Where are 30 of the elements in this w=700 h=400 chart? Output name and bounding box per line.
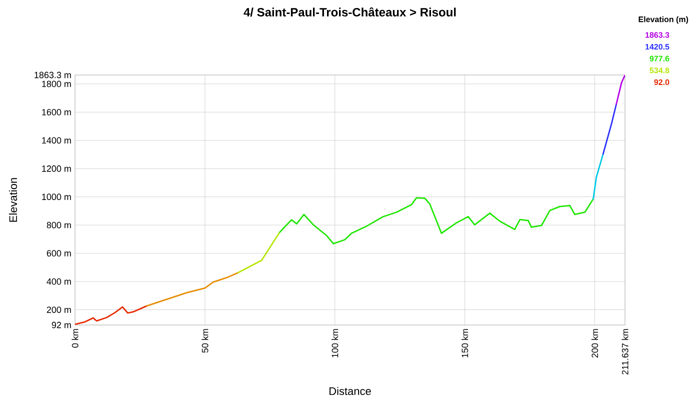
y-tick-label: 400 m [46,278,71,285]
y-tick-label: 1863.3 m [34,72,71,78]
y-tick-label: 800 m [46,222,71,228]
chart-title: 4/ Saint-Paul-Trois-Châteaux > Risoul [244,7,456,17]
y-tick-label: 1600 m [42,108,71,116]
x-tick-label: 100 km [332,329,338,358]
y-tick-label: 1000 m [42,194,71,200]
y-tick-label: 200 m [46,306,71,313]
x-tick-label: 50 km [202,329,208,353]
x-tick-label: 150 km [462,329,468,358]
line-series [146,272,239,307]
color-bar-title: Elevation (m) [638,16,688,24]
y-tick-label: 1200 m [42,165,71,172]
text: 534.8 [650,68,670,74]
line-series [75,305,148,325]
text: 92.0 [654,79,670,86]
y-axis-title: Elevation [8,178,18,222]
x-axis-title: Distance [330,386,371,396]
x-tick-label: 200 km [591,329,598,358]
x-tick-label: 211.637 km [622,329,628,374]
line-series [279,197,594,244]
y-tick-label: 600 m [46,250,71,256]
y-tick-label: 92 m [52,322,71,328]
x-tick-label: 0 km [72,329,78,348]
text: 1420.5 [646,44,670,50]
text: 1863.3 [646,32,670,38]
line-series [238,231,280,274]
y-tick-label: 1800 m [42,80,71,88]
y-tick-label: 1400 m [42,137,71,144]
text: 977.6 [650,56,670,62]
